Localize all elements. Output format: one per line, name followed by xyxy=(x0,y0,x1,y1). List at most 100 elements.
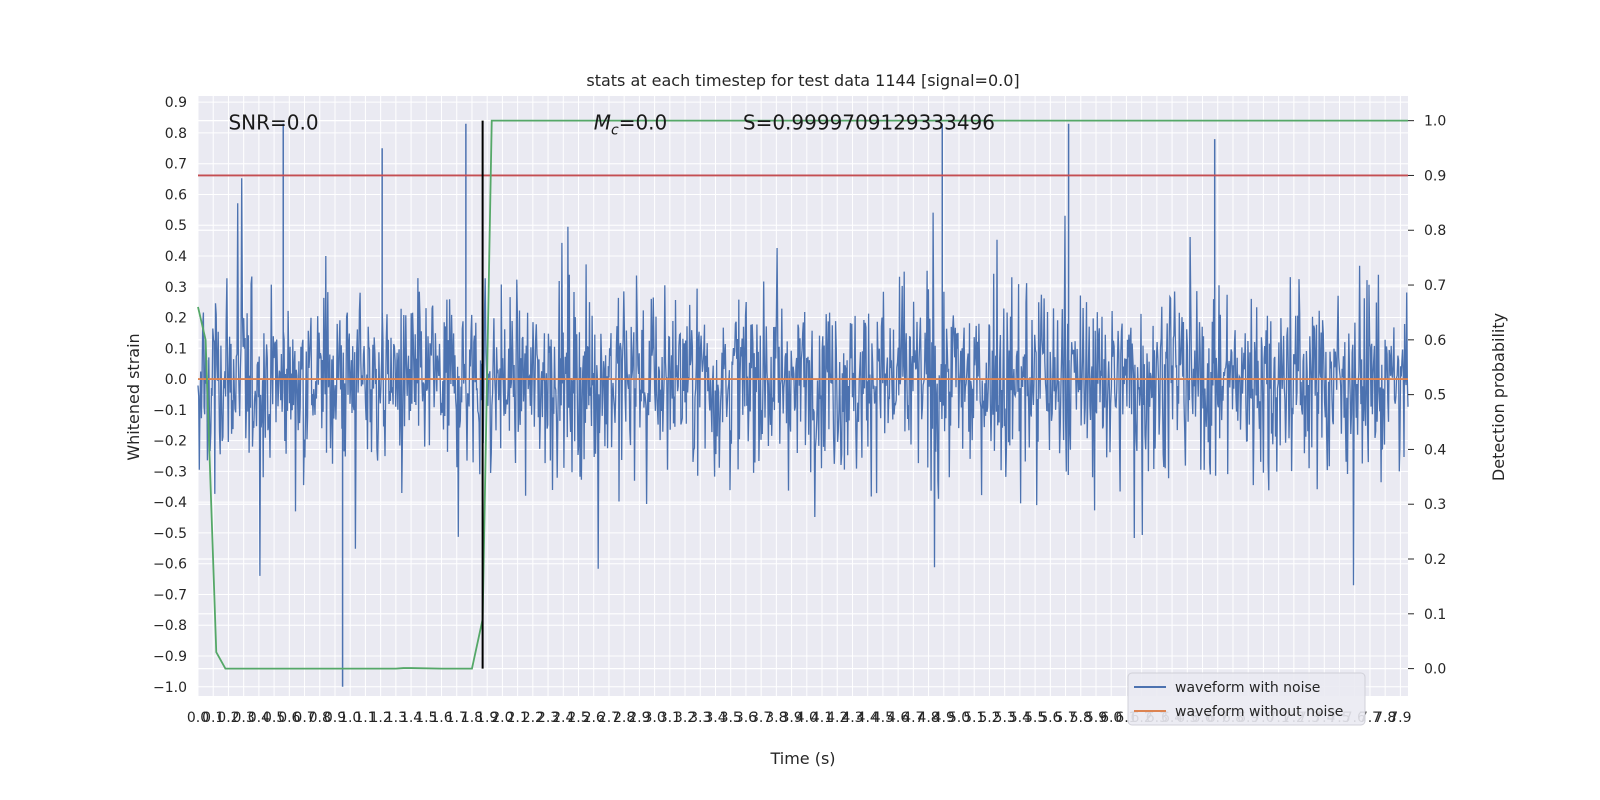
y-right-tick-label: 0.6 xyxy=(1424,333,1446,349)
legend-label-without-noise: waveform without noise xyxy=(1175,704,1343,720)
x-tick-label: 2.1 xyxy=(506,710,528,726)
x-tick-label: 3.7 xyxy=(750,710,772,726)
y-right-tick-label: 0.7 xyxy=(1424,278,1446,294)
x-tick-label: 0.4 xyxy=(248,710,270,726)
x-tick-label: 5.9 xyxy=(1085,710,1107,726)
x-tick-label: 5.8 xyxy=(1070,710,1092,726)
x-tick-label: 3.2 xyxy=(674,710,696,726)
x-tick-label: 4.7 xyxy=(902,710,924,726)
x-axis-label: Time (s) xyxy=(769,749,835,768)
y-left-tick-label: −0.5 xyxy=(153,526,187,542)
x-tick-label: 5.5 xyxy=(1024,710,1046,726)
y-left-tick-label: 0.4 xyxy=(165,249,187,265)
x-tick-label: 1.5 xyxy=(415,710,437,726)
x-tick-label: 3.4 xyxy=(704,710,726,726)
y-right-tick-labels: 1.0 0.9 0.8 0.7 0.6 0.5 0.4 0.3 0.2 0.1 0.0 xyxy=(1408,114,1446,678)
x-tick-label: 2.6 xyxy=(583,710,605,726)
x-tick-label: 0.8 xyxy=(309,710,331,726)
x-tick-label: 3.3 xyxy=(689,710,711,726)
x-tick-label: 5.1 xyxy=(963,710,985,726)
y-right-tick-label: 0.5 xyxy=(1424,388,1446,404)
y-right-tick-label: 0.8 xyxy=(1424,223,1446,239)
x-tick-label: 4.5 xyxy=(872,710,894,726)
series-waveform-with-noise xyxy=(197,123,1409,687)
x-tick-label: 0.1 xyxy=(202,710,224,726)
chart-title: stats at each timestep for test data 114… xyxy=(586,71,1019,90)
annotation-text: SNR=0.0 xyxy=(228,111,318,135)
x-tick-label: 3.1 xyxy=(659,710,681,726)
x-tick-label: 3.0 xyxy=(643,710,665,726)
y-left-tick-label: 0.8 xyxy=(165,126,187,142)
y-right-tick-label: 0.9 xyxy=(1424,168,1446,184)
x-tick-label: 4.0 xyxy=(796,710,818,726)
x-tick-label: 2.4 xyxy=(552,710,574,726)
x-tick-label: 2.0 xyxy=(491,710,513,726)
y-axis-right-label: Detection probability xyxy=(1489,313,1508,481)
legend-label-with-noise: waveform with noise xyxy=(1175,680,1320,696)
y-right-tick-label: 0.0 xyxy=(1424,662,1446,678)
y-left-tick-label: 0.2 xyxy=(165,311,187,327)
x-tick-label: 5.6 xyxy=(1039,710,1061,726)
x-tick-label: 3.6 xyxy=(735,710,757,726)
x-tick-label: 1.9 xyxy=(476,710,498,726)
y-left-tick-label: −0.6 xyxy=(153,557,187,573)
x-tick-label: 4.8 xyxy=(917,710,939,726)
x-tick-label: 3.8 xyxy=(765,710,787,726)
y-left-tick-label: −0.8 xyxy=(153,618,187,634)
y-left-tick-label: −0.3 xyxy=(153,464,187,480)
x-tick-label: 0.2 xyxy=(217,710,239,726)
x-tick-label: 2.3 xyxy=(537,710,559,726)
x-tick-label: 0.3 xyxy=(233,710,255,726)
x-tick-label: 2.8 xyxy=(613,710,635,726)
legend: waveform with noise waveform without noi… xyxy=(1127,672,1366,726)
y-left-tick-label: 0.7 xyxy=(165,157,187,173)
x-tick-label: 1.0 xyxy=(339,710,361,726)
y-left-tick-label: 0.6 xyxy=(165,187,187,203)
x-tick-label: 0.9 xyxy=(324,710,346,726)
y-axis-left-label: Whitened strain xyxy=(124,333,143,460)
x-tick-label: 1.2 xyxy=(370,710,392,726)
x-tick-label: 3.9 xyxy=(780,710,802,726)
legend-box xyxy=(1127,672,1366,726)
y-left-tick-label: −0.2 xyxy=(153,434,187,450)
x-tick-label: 0.7 xyxy=(293,710,315,726)
y-left-tick-label: −0.1 xyxy=(153,403,187,419)
x-tick-label: 4.3 xyxy=(841,710,863,726)
x-tick-label: 1.6 xyxy=(430,710,452,726)
x-tick-label: 5.4 xyxy=(1009,710,1031,726)
x-tick-label: 1.4 xyxy=(400,710,422,726)
x-tick-label: 4.2 xyxy=(826,710,848,726)
y-left-tick-label: 0.9 xyxy=(165,95,187,111)
x-tick-label: 2.5 xyxy=(567,710,589,726)
y-left-tick-label: 0.3 xyxy=(165,280,187,296)
x-tick-label: 5.2 xyxy=(978,710,1000,726)
y-left-tick-label: −1.0 xyxy=(153,680,187,696)
x-tick-label: 1.1 xyxy=(354,710,376,726)
x-tick-label: 0.0 xyxy=(187,710,209,726)
x-tick-label: 4.9 xyxy=(933,710,955,726)
x-tick-label: 0.5 xyxy=(263,710,285,726)
x-tick-label: 2.2 xyxy=(522,710,544,726)
annotations: SNR=0.0 Mc=0.0 S=0.9999709129333496 xyxy=(228,111,995,139)
x-tick-label: 7.9 xyxy=(1389,710,1411,726)
x-tick-label: 4.1 xyxy=(811,710,833,726)
annotation-text: S=0.9999709129333496 xyxy=(743,111,995,135)
y-left-tick-label: −0.4 xyxy=(153,495,187,511)
y-left-tick-label: −0.9 xyxy=(153,649,187,665)
x-tick-label: 1.8 xyxy=(461,710,483,726)
x-tick-label: 7.8 xyxy=(1374,710,1396,726)
x-tick-label: 2.7 xyxy=(598,710,620,726)
x-tick-label: 4.6 xyxy=(887,710,909,726)
x-tick-label: 5.7 xyxy=(1054,710,1076,726)
y-left-tick-label: 0.0 xyxy=(165,372,187,388)
y-right-tick-label: 1.0 xyxy=(1424,114,1446,130)
y-right-tick-label: 0.2 xyxy=(1424,552,1446,568)
y-right-tick-label: 0.4 xyxy=(1424,442,1446,458)
probability-path xyxy=(197,119,1408,670)
x-tick-label: 6.0 xyxy=(1100,710,1122,726)
x-tick-label: 1.7 xyxy=(446,710,468,726)
annotation-text: Mc=0.0 xyxy=(594,111,668,139)
series-detection-probability xyxy=(197,119,1408,670)
x-tick-label: 2.9 xyxy=(628,710,650,726)
